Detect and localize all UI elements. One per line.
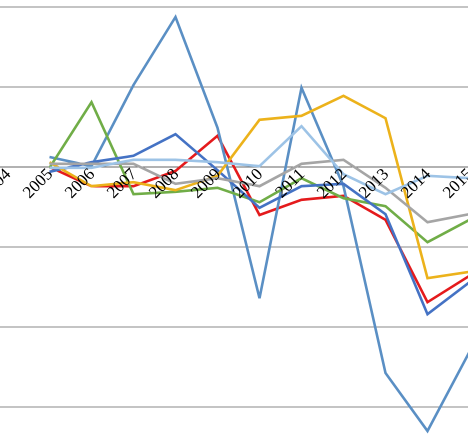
x-tick-label: 2011 [271, 164, 308, 201]
series-line-2 [49, 14, 468, 434]
series-lines [48, 14, 468, 434]
x-tick-label: 2014 [397, 164, 435, 202]
series-line-6 [49, 158, 468, 224]
x-tick-label: 2004 [0, 164, 15, 202]
x-tick-label: 2005 [19, 164, 56, 201]
x-tick-label: 2015 [439, 164, 468, 201]
series-line-4 [49, 132, 468, 317]
series-line-5 [48, 94, 468, 280]
gridlines [0, 6, 468, 408]
x-tick-label: 2006 [61, 164, 98, 201]
x-tick-label: 2007 [103, 164, 141, 202]
series-line-3 [48, 99, 468, 244]
series-line-7 [49, 124, 468, 196]
